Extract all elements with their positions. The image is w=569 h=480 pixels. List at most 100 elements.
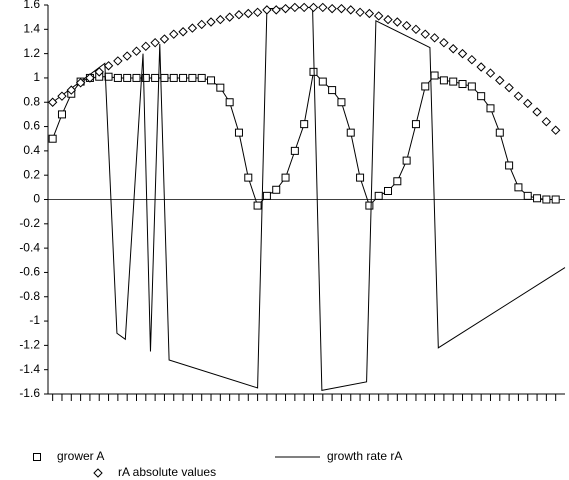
point	[532, 107, 542, 117]
point	[523, 191, 532, 200]
point	[243, 8, 253, 19]
point	[234, 128, 243, 137]
point	[495, 75, 505, 86]
point	[207, 76, 216, 85]
point	[318, 2, 328, 13]
point	[384, 186, 393, 195]
point	[47, 97, 58, 107]
y-tick-label: -0.8	[19, 289, 40, 303]
point	[542, 195, 551, 204]
y-tick-label: -1.4	[19, 362, 40, 376]
point	[392, 17, 403, 27]
point	[188, 73, 197, 82]
point	[57, 110, 66, 119]
point	[290, 2, 300, 13]
point	[514, 183, 523, 192]
point	[57, 91, 67, 101]
point	[272, 185, 281, 194]
y-tick-label: 0.6	[23, 119, 40, 133]
point	[346, 128, 355, 137]
point	[253, 201, 262, 210]
legend-marker	[33, 453, 41, 461]
point	[393, 177, 402, 186]
y-tick-label: -0.4	[19, 240, 40, 254]
y-tick-label: 0.8	[23, 94, 40, 108]
point	[421, 82, 430, 91]
point	[356, 173, 365, 182]
point	[150, 37, 160, 48]
point	[75, 78, 86, 88]
point	[131, 46, 142, 56]
point	[141, 73, 150, 82]
point	[290, 146, 299, 155]
point	[458, 80, 467, 89]
series-line	[52, 6, 566, 391]
y-tick-label: 1.6	[23, 0, 40, 11]
point	[300, 120, 309, 129]
point	[364, 8, 375, 19]
y-tick-label: 0	[33, 192, 40, 206]
point	[504, 82, 514, 93]
series-line	[52, 70, 556, 207]
point	[225, 98, 234, 107]
point	[85, 73, 95, 83]
point	[308, 2, 319, 13]
point	[280, 3, 291, 14]
point	[486, 104, 495, 113]
point	[224, 12, 235, 22]
point	[336, 3, 347, 14]
y-tick-label: 1.4	[23, 21, 40, 35]
y-tick-label: 1	[33, 70, 40, 84]
point	[467, 82, 476, 91]
point	[299, 2, 309, 13]
point	[429, 33, 440, 43]
point	[66, 85, 76, 95]
point	[439, 37, 449, 48]
point	[355, 7, 365, 18]
point	[485, 68, 496, 78]
point	[495, 128, 504, 137]
point	[439, 76, 448, 85]
legend-marker	[93, 468, 103, 478]
point	[160, 73, 169, 82]
point	[523, 98, 533, 109]
point	[533, 194, 542, 203]
point	[113, 56, 123, 66]
point	[476, 62, 486, 72]
point	[132, 73, 141, 82]
point	[513, 91, 524, 101]
point	[178, 27, 188, 37]
point	[159, 34, 170, 44]
point	[505, 161, 514, 170]
point	[141, 41, 151, 52]
point	[252, 7, 263, 18]
point	[122, 51, 132, 61]
point	[346, 5, 356, 15]
point	[206, 17, 216, 27]
point	[541, 116, 552, 127]
point	[179, 73, 188, 82]
y-tick-label: -1.2	[19, 338, 40, 352]
point	[262, 191, 271, 200]
point	[196, 19, 207, 30]
point	[337, 98, 346, 107]
point	[401, 20, 412, 31]
point	[187, 23, 198, 33]
legend-label: rA absolute values	[118, 465, 216, 479]
y-tick-label: -1.6	[19, 386, 40, 400]
point	[215, 14, 226, 25]
y-tick-label: -1	[29, 313, 40, 327]
point	[327, 3, 337, 14]
point	[234, 10, 244, 20]
point	[151, 73, 160, 82]
point	[113, 73, 122, 82]
point	[477, 92, 486, 101]
point	[550, 125, 561, 135]
point	[94, 67, 104, 77]
point	[411, 120, 420, 129]
y-tick-label: -0.2	[19, 216, 40, 230]
point	[262, 5, 272, 15]
point	[281, 173, 290, 182]
point	[551, 195, 560, 204]
